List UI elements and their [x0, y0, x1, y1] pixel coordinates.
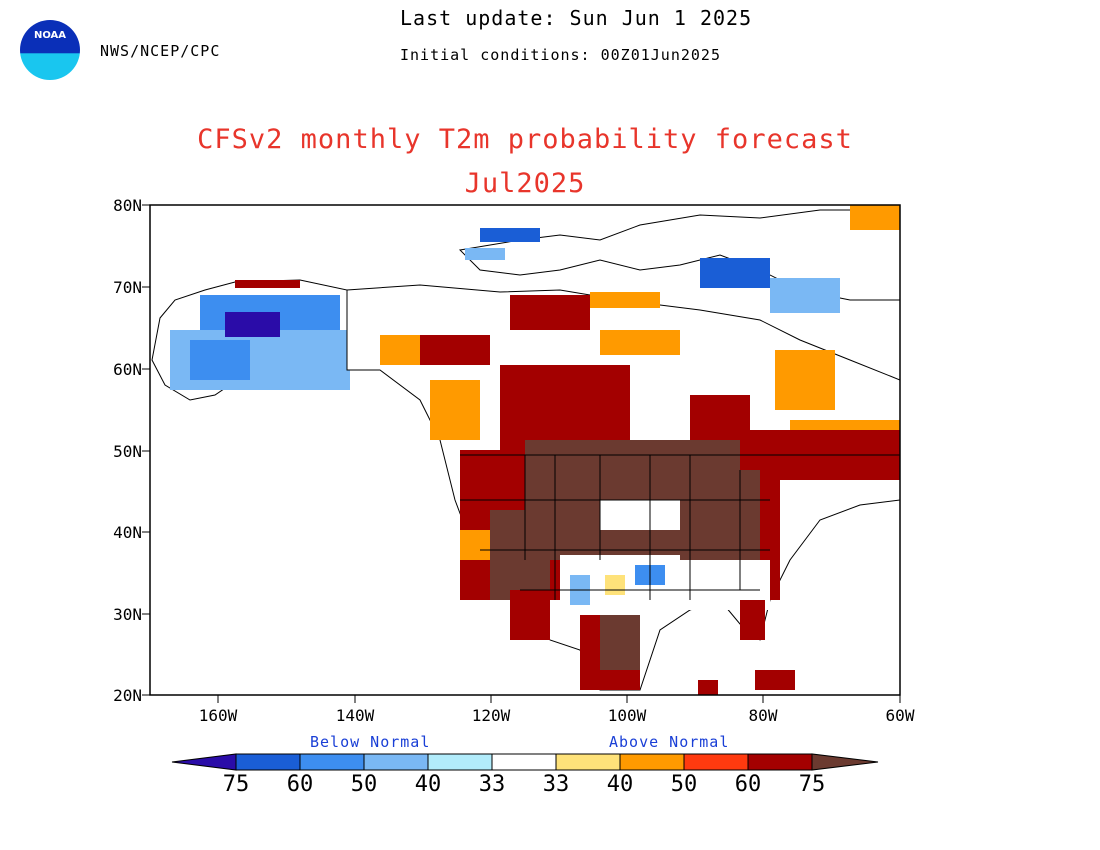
- us-above-40-west: [460, 530, 490, 560]
- canada-above-40-d: [775, 350, 835, 410]
- florida-above-60: [740, 600, 765, 640]
- lat-label: 20N: [113, 686, 142, 705]
- lat-label: 30N: [113, 605, 142, 624]
- axis-ticks: [142, 204, 901, 703]
- legend-number: 33: [542, 772, 570, 797]
- chart-title: CFSv2 monthly T2m probability forecast: [197, 124, 853, 155]
- legend-number: 50: [670, 772, 698, 797]
- legend-swatch-below-75: [171, 753, 237, 771]
- legend-number: 60: [286, 772, 314, 797]
- legend-swatch-normal: [491, 753, 557, 771]
- alaska-below-75: [225, 312, 280, 337]
- agency-label: NWS/NCEP/CPC: [100, 42, 221, 60]
- lat-label: 70N: [113, 278, 142, 297]
- legend-above-caption: Above Normal: [609, 733, 730, 751]
- lon-label: 100W: [607, 706, 647, 725]
- chart-subtitle: Jul2025: [464, 168, 586, 199]
- legend-number: 75: [798, 772, 826, 797]
- alaska-above-60: [235, 280, 300, 288]
- last-update: Last update: Sun Jun 1 2025: [400, 6, 753, 30]
- arctic-below-50: [480, 228, 540, 242]
- legend-swatch-above-60: [747, 753, 813, 771]
- lon-label: 120W: [471, 706, 511, 725]
- arctic-islands: [458, 209, 900, 301]
- legend-number: 40: [414, 772, 442, 797]
- legend-swatch-above-40: [619, 753, 685, 771]
- us-above-75-c: [680, 470, 760, 560]
- map-frame: [149, 204, 901, 696]
- legend-number: 60: [734, 772, 762, 797]
- lat-label: 50N: [113, 442, 142, 461]
- arctic-below-40: [465, 248, 505, 260]
- legend-swatch-below-40: [363, 753, 429, 771]
- lat-label: 40N: [113, 523, 142, 542]
- yucatan-above-60: [698, 680, 718, 695]
- arctic-below-40-b: [770, 278, 840, 313]
- legend-swatch-below-33: [427, 753, 493, 771]
- lon-label: 160W: [198, 706, 238, 725]
- lon-label: 60W: [885, 706, 915, 725]
- canada-above-60-b: [510, 295, 590, 330]
- initial-conditions: Initial conditions: 00Z01Jun2025: [400, 46, 721, 64]
- lon-label: 140W: [335, 706, 375, 725]
- us-normal-c: [600, 500, 680, 530]
- legend-swatch-above-33: [555, 753, 621, 771]
- canada-above-40-e: [430, 380, 480, 440]
- us-above-60-west: [510, 590, 550, 640]
- us-above-75-b: [490, 510, 550, 600]
- legend-swatch-below-50: [299, 753, 365, 771]
- cuba-above-60: [755, 670, 795, 690]
- legend-number: 40: [606, 772, 634, 797]
- lat-label: 60N: [113, 360, 142, 379]
- legend-number: 75: [222, 772, 250, 797]
- legend-swatch-above-75: [811, 753, 879, 771]
- canada-above-40-c: [600, 330, 680, 355]
- state-borders: [460, 454, 900, 600]
- canada-above-60: [420, 335, 490, 365]
- legend-number: 50: [350, 772, 378, 797]
- arctic-above-40-b: [850, 205, 900, 230]
- noaa-logo-text: NOAA: [33, 30, 67, 41]
- legend-swatch-above-50: [683, 753, 749, 771]
- arctic-below-60: [700, 258, 770, 288]
- lon-label: 80W: [748, 706, 778, 725]
- arctic-above-40: [590, 292, 660, 308]
- alaska-below-50-b: [190, 340, 250, 380]
- legend-swatch-below-60: [235, 753, 301, 771]
- lat-label: 80N: [113, 196, 142, 215]
- noaa-logo: [20, 20, 80, 80]
- legend-number: 33: [478, 772, 506, 797]
- legend-below-caption: Below Normal: [310, 733, 431, 751]
